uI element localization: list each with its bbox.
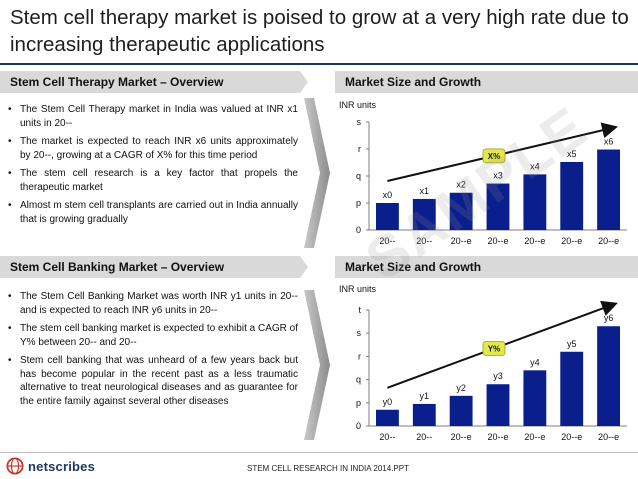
bar-data-label: y6 <box>604 313 614 323</box>
bar-data-label: y5 <box>567 339 577 349</box>
x-tick-label: 20-- <box>379 236 395 246</box>
y-tick-label: 0 <box>356 421 361 431</box>
cagr-badge <box>482 148 506 164</box>
logo-text: netscribes <box>28 458 96 474</box>
therapy-bullet-4: Almost m stem cell transplants are carri… <box>6 199 298 226</box>
bar-data-label: x2 <box>456 180 466 190</box>
bar <box>449 395 473 426</box>
banking-bullet-1: The Stem Cell Banking Market was worth I… <box>6 290 298 317</box>
y-tick-label: p <box>356 398 361 408</box>
bar <box>412 403 436 426</box>
netscribes-logo: netscribes <box>6 457 95 475</box>
y-tick-label: 0 <box>356 225 361 235</box>
bar-data-label: x1 <box>420 186 430 196</box>
banking-overview-bullets: The Stem Cell Banking Market was worth I… <box>6 290 298 413</box>
x-tick-label: 20--e <box>524 236 545 246</box>
globe-logo-icon <box>6 457 24 475</box>
bar-data-label: y1 <box>420 391 430 401</box>
bar <box>597 326 620 426</box>
banking-bullet-3: Stem cell banking that was unheard of a … <box>6 354 298 408</box>
bar <box>523 370 547 426</box>
chevron-right-icon <box>304 98 330 248</box>
therapy-overview-heading-text: Stem Cell Therapy Market – Overview <box>10 75 224 89</box>
x-tick-label: 20--e <box>487 432 508 442</box>
bar <box>376 409 399 426</box>
footer-caption: STEM CELL RESEARCH IN INDIA 2014.PPT <box>247 464 409 473</box>
therapy-overview-heading: Stem Cell Therapy Market – Overview <box>0 71 308 93</box>
banking-overview-heading-text: Stem Cell Banking Market – Overview <box>10 260 225 274</box>
banking-overview-heading: Stem Cell Banking Market – Overview <box>0 256 308 278</box>
chevron-right-icon <box>304 290 330 440</box>
bar-data-label: y4 <box>530 357 540 367</box>
x-tick-label: 20-- <box>416 236 432 246</box>
therapy-overview-bullets: The Stem Cell Therapy market in India wa… <box>6 103 298 231</box>
therapy-bullet-1: The Stem Cell Therapy market in India wa… <box>6 103 298 130</box>
x-tick-label: 20--e <box>598 432 619 442</box>
x-tick-label: 20-- <box>379 432 395 442</box>
y-tick-label: s <box>357 117 362 127</box>
bar-data-label: y2 <box>456 383 466 393</box>
banking-bullet-2: The stem cell banking market is expected… <box>6 322 298 349</box>
x-tick-label: 20--e <box>561 236 582 246</box>
footer-divider <box>0 452 638 453</box>
x-tick-label: 20--e <box>451 236 472 246</box>
cagr-badge <box>482 341 506 356</box>
bar <box>486 384 510 426</box>
page-title: Stem cell therapy market is poised to gr… <box>10 6 629 56</box>
bar-data-label: y3 <box>493 371 503 381</box>
banking-growth-heading: Market Size and Growth <box>335 256 638 278</box>
x-tick-label: 20--e <box>487 236 508 246</box>
banking-chart-unit: INR units <box>339 284 377 294</box>
therapy-growth-heading-text: Market Size and Growth <box>345 75 482 89</box>
bar-data-label: x5 <box>567 149 577 159</box>
y-tick-label: p <box>356 198 361 208</box>
x-tick-label: 20--e <box>598 236 619 246</box>
therapy-bullet-2: The market is expected to reach INR x6 u… <box>6 135 298 162</box>
y-tick-label: q <box>356 171 361 181</box>
bar-data-label: x4 <box>530 161 540 171</box>
bar <box>486 183 510 230</box>
bar <box>412 198 436 230</box>
bar <box>597 149 620 230</box>
bar <box>560 161 584 230</box>
y-tick-label: r <box>358 351 361 361</box>
banking-market-chart: 0 p q r s t y0 20-- y1 20-- y2 20--e y3 20--e y4 20--e y… <box>356 300 627 442</box>
x-tick-label: 20--e <box>561 432 582 442</box>
banking-growth-heading-text: Market Size and Growth <box>345 260 482 274</box>
bar <box>560 351 584 426</box>
y-tick-label: r <box>358 144 361 154</box>
bar-data-label: x6 <box>604 137 614 147</box>
y-tick-label: s <box>357 328 362 338</box>
cagr-badge-label: X% <box>488 152 500 161</box>
cagr-badge-label: Y% <box>488 345 500 354</box>
therapy-growth-heading: Market Size and Growth <box>335 71 638 93</box>
x-tick-label: 20-- <box>416 432 432 442</box>
bar-data-label: x3 <box>493 171 503 181</box>
bar-data-label: y0 <box>383 397 393 407</box>
bar <box>376 203 399 230</box>
x-tick-label: 20--e <box>451 432 472 442</box>
therapy-chart-unit: INR units <box>339 100 377 110</box>
title-divider <box>0 63 638 65</box>
y-tick-label: t <box>358 305 361 315</box>
y-tick-label: q <box>356 375 361 385</box>
bar <box>449 192 473 230</box>
bar-data-label: x0 <box>383 190 393 200</box>
x-tick-label: 20--e <box>524 432 545 442</box>
therapy-market-chart: 0 p q r s x0 20-- x1 20-- x2 20--e x3 20--e x4 20--e x5… <box>356 117 627 246</box>
therapy-bullet-3: The stem cell research is a key factor t… <box>6 167 298 194</box>
bar <box>523 174 547 230</box>
